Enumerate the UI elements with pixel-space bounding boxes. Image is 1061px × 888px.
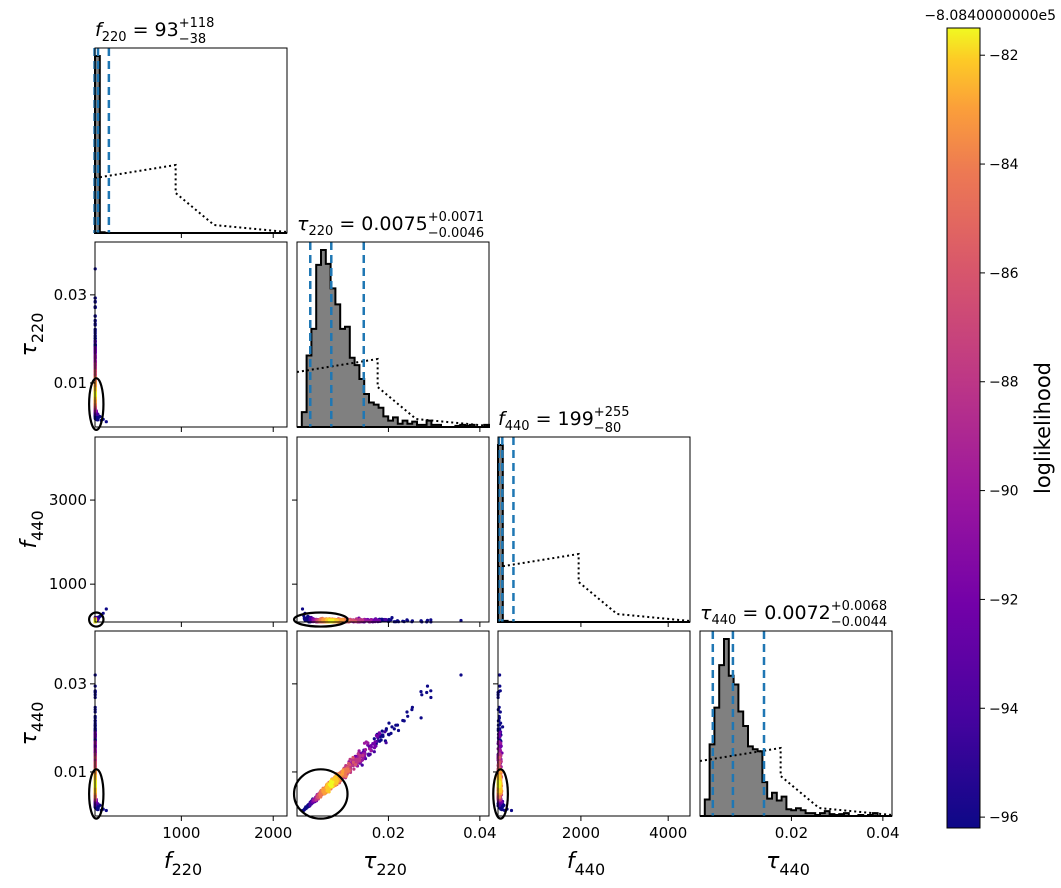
scatter-point bbox=[389, 618, 393, 622]
panel-tau_440-vs-f_220 bbox=[88, 630, 288, 821]
panel-f_440-vs-tau_220 bbox=[292, 436, 490, 628]
scatter-point bbox=[401, 718, 405, 723]
scatter-point bbox=[341, 769, 345, 773]
scatter-point bbox=[369, 618, 373, 622]
panel-frame bbox=[497, 436, 691, 623]
scatter-point bbox=[352, 767, 356, 771]
scatter-point bbox=[367, 752, 371, 756]
scatter-point bbox=[96, 416, 100, 420]
scatter-point bbox=[383, 617, 387, 622]
scatter-point bbox=[420, 693, 424, 697]
scatter-point bbox=[384, 741, 388, 745]
scatter-point bbox=[361, 618, 365, 622]
scatter-point bbox=[396, 728, 401, 733]
panel-frame bbox=[94, 47, 288, 234]
scatter-point bbox=[351, 760, 355, 765]
panel-tau_220-vs-tau_220 bbox=[296, 241, 490, 432]
histogram-bars bbox=[297, 249, 490, 428]
scatter-point bbox=[104, 420, 108, 424]
scatter-point bbox=[351, 755, 355, 760]
scatter-point bbox=[348, 757, 352, 762]
scatter-point bbox=[356, 752, 360, 756]
scatter-point bbox=[347, 761, 351, 766]
scatter-point bbox=[363, 748, 368, 752]
scatter-point bbox=[383, 730, 387, 734]
scatter-point bbox=[410, 708, 414, 712]
panel-frame bbox=[94, 436, 288, 623]
scatter-point bbox=[377, 618, 381, 622]
panel-f_440-vs-f_440 bbox=[497, 436, 691, 627]
scatter-point bbox=[405, 710, 409, 714]
prior-curve bbox=[497, 552, 691, 622]
scatter-point bbox=[419, 690, 423, 694]
panel-frame bbox=[94, 241, 288, 428]
scatter-point bbox=[425, 684, 430, 688]
scatter-point bbox=[429, 689, 433, 693]
scatter-point bbox=[395, 723, 400, 727]
scatter-point bbox=[389, 731, 393, 736]
scatter-point bbox=[429, 695, 433, 700]
scatter-point bbox=[377, 731, 381, 735]
scatter-point bbox=[425, 690, 429, 695]
contour-90 bbox=[88, 377, 105, 431]
scatter-point bbox=[379, 738, 383, 742]
scatter-point bbox=[406, 714, 410, 718]
scatter-point bbox=[329, 780, 333, 784]
panel-f_220-vs-f_220 bbox=[93, 47, 288, 238]
scatter-point bbox=[509, 808, 514, 813]
scatter-point bbox=[374, 733, 378, 738]
scatter-point bbox=[104, 607, 108, 611]
scatter-point bbox=[366, 741, 370, 745]
scatter-point bbox=[405, 618, 409, 622]
panel-frame bbox=[296, 436, 490, 623]
scatter-point bbox=[501, 725, 505, 729]
scatter-point bbox=[372, 750, 376, 754]
scatter-point bbox=[459, 673, 463, 677]
scatter-point bbox=[372, 746, 377, 750]
panel-f_440-vs-f_220 bbox=[88, 436, 288, 628]
scatter-point bbox=[327, 790, 331, 794]
scatter-point bbox=[498, 684, 502, 688]
scatter-point bbox=[419, 716, 423, 720]
panel-tau_440-vs-f_440 bbox=[492, 630, 691, 821]
scatter-point bbox=[380, 729, 384, 733]
panel-frame bbox=[296, 241, 490, 428]
prior-curve bbox=[94, 163, 288, 233]
scatter-point bbox=[300, 607, 305, 611]
scatter-point bbox=[344, 767, 348, 771]
scatter-point bbox=[392, 727, 396, 731]
scatter-point bbox=[369, 749, 373, 753]
scatter-point bbox=[372, 737, 376, 741]
panel-frame bbox=[94, 630, 288, 817]
scatter-point bbox=[104, 808, 108, 813]
scatter-point bbox=[381, 733, 385, 737]
scatter-point bbox=[498, 710, 502, 714]
scatter-point bbox=[387, 721, 391, 725]
panel-tau_220-vs-f_220 bbox=[88, 241, 288, 432]
scatter-point bbox=[361, 753, 365, 758]
panel-tau_440-vs-tau_220 bbox=[292, 630, 490, 821]
scatter-point bbox=[354, 757, 359, 762]
scatter-point bbox=[357, 749, 361, 753]
